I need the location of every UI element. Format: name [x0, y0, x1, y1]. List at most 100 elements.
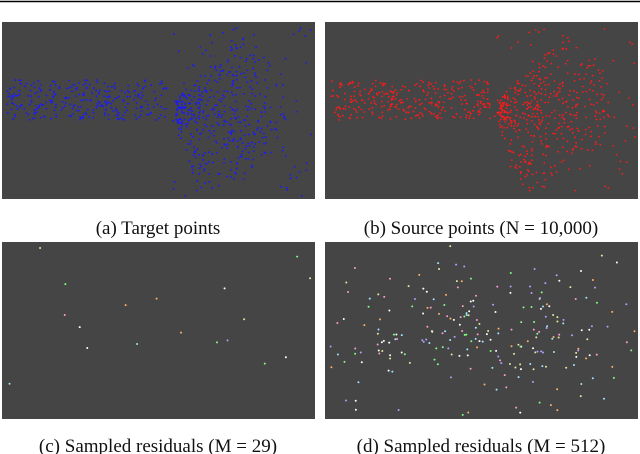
point — [537, 31, 540, 33]
point — [556, 137, 559, 140]
point — [226, 175, 229, 178]
point — [336, 94, 338, 97]
point — [242, 38, 244, 41]
point — [472, 299, 475, 302]
point — [213, 129, 216, 132]
point — [376, 343, 379, 346]
point — [381, 90, 384, 93]
point — [479, 102, 482, 105]
point — [500, 106, 502, 109]
point — [235, 27, 238, 30]
point — [208, 181, 210, 183]
point — [343, 92, 346, 95]
point — [304, 34, 307, 37]
point — [500, 114, 503, 117]
point — [537, 104, 539, 107]
point — [246, 81, 249, 84]
point — [180, 131, 183, 133]
point — [361, 116, 364, 119]
point — [110, 106, 113, 109]
point — [153, 90, 156, 93]
point — [619, 160, 622, 163]
point — [185, 123, 187, 125]
point — [529, 72, 532, 74]
point — [181, 110, 183, 113]
point — [531, 154, 534, 157]
point — [112, 99, 114, 102]
point — [463, 333, 466, 336]
point — [254, 108, 257, 111]
point — [195, 189, 198, 192]
point — [351, 80, 354, 83]
point — [190, 133, 192, 136]
point — [282, 96, 285, 99]
point — [343, 360, 346, 363]
point — [82, 93, 84, 96]
point — [266, 87, 269, 89]
point — [233, 130, 235, 133]
point — [514, 122, 517, 125]
point — [263, 102, 266, 105]
point — [450, 93, 453, 95]
point — [91, 92, 93, 94]
point — [235, 167, 238, 170]
point — [181, 92, 184, 95]
point — [108, 101, 110, 104]
point — [69, 115, 72, 117]
point — [505, 116, 508, 119]
point — [84, 82, 87, 85]
point — [530, 291, 533, 294]
point — [295, 176, 298, 179]
point — [452, 318, 455, 321]
point — [241, 142, 244, 144]
point — [520, 160, 522, 163]
point — [494, 311, 497, 314]
point — [200, 132, 203, 135]
point — [85, 87, 88, 90]
point — [160, 80, 163, 83]
point — [207, 151, 210, 154]
point — [539, 82, 542, 85]
point — [177, 127, 180, 130]
point — [452, 80, 455, 83]
point — [510, 109, 512, 112]
point — [483, 91, 486, 94]
point — [385, 92, 388, 95]
point — [252, 67, 255, 70]
point — [18, 89, 21, 92]
point — [342, 107, 345, 110]
point — [553, 117, 556, 120]
point — [458, 354, 461, 357]
point — [196, 80, 199, 82]
point — [420, 79, 422, 82]
point — [407, 111, 410, 114]
point — [634, 135, 636, 138]
point — [215, 69, 218, 72]
point — [68, 79, 71, 82]
point — [518, 129, 521, 131]
point — [147, 103, 149, 106]
point — [246, 69, 249, 72]
point — [120, 117, 123, 120]
point — [339, 115, 342, 118]
point — [275, 83, 277, 86]
point — [85, 98, 88, 101]
point — [537, 84, 540, 87]
point — [216, 151, 218, 154]
point — [544, 154, 547, 157]
point — [556, 388, 559, 391]
point — [251, 164, 254, 167]
point — [472, 305, 475, 308]
point — [143, 80, 146, 83]
point — [551, 337, 554, 340]
point — [503, 93, 506, 96]
point — [381, 111, 384, 114]
point — [244, 76, 247, 79]
point — [589, 64, 592, 67]
point — [440, 117, 443, 120]
point — [513, 106, 516, 108]
point — [165, 107, 168, 110]
point — [444, 110, 447, 112]
point — [181, 120, 184, 123]
point — [220, 100, 223, 103]
